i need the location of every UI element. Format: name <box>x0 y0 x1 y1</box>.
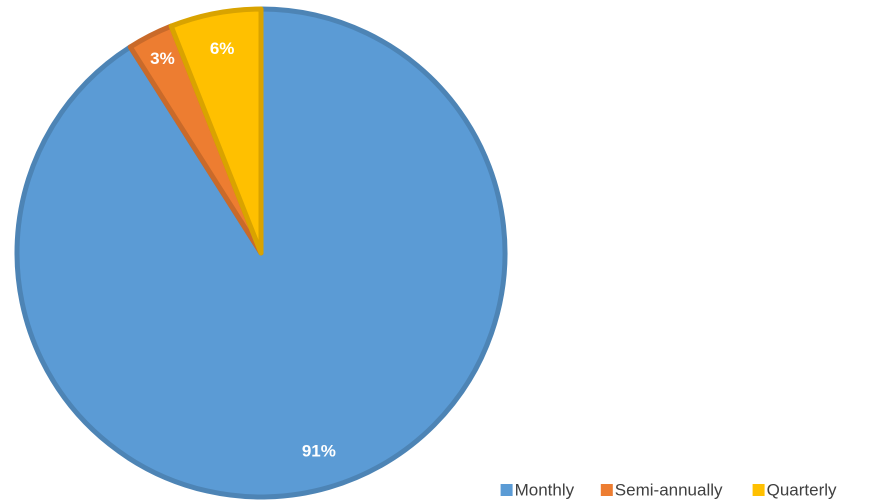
legend-label: Monthly <box>515 480 575 499</box>
legend-swatch <box>500 484 513 496</box>
data-label: 3% <box>150 49 175 68</box>
data-label: 6% <box>210 39 235 58</box>
legend-label: Quarterly <box>767 480 837 499</box>
legend-swatch <box>600 484 613 496</box>
data-label: 91% <box>302 442 336 461</box>
pie-slice <box>168 6 264 256</box>
legend-swatch <box>752 484 765 496</box>
legend-label: Semi-annually <box>615 480 723 499</box>
